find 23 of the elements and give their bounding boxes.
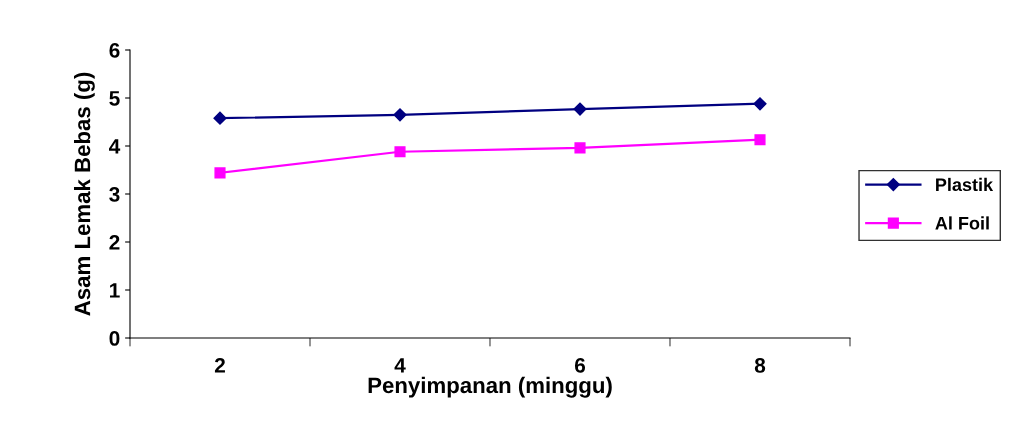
x-tick-label: 8 (754, 357, 766, 373)
y-tick-label: 4 (109, 139, 121, 154)
y-tick-label: 2 (109, 235, 120, 250)
point (573, 102, 587, 116)
point (393, 108, 407, 122)
point (753, 97, 767, 111)
x-tick-label: 2 (214, 357, 225, 373)
point (213, 111, 227, 125)
point (214, 167, 226, 179)
x-tick-label: 6 (574, 357, 586, 373)
x-axis-title: Penyimpanan (minggu) (368, 376, 612, 398)
y-tick-label: 5 (109, 91, 120, 106)
y-tick-label: 3 (109, 187, 120, 202)
x-tick-label: 4 (394, 358, 406, 373)
y-tick-label: 0 (109, 331, 120, 346)
y-tick-label: 6 (109, 43, 120, 58)
point (394, 146, 406, 158)
y-axis-title: Asam Lemak Bebas (g) (73, 72, 95, 316)
legend-label: Al Foil (935, 216, 989, 230)
legend-label: Plastik (936, 177, 994, 192)
point (754, 134, 766, 146)
point (574, 142, 586, 154)
y-tick-label: 1 (110, 283, 120, 298)
